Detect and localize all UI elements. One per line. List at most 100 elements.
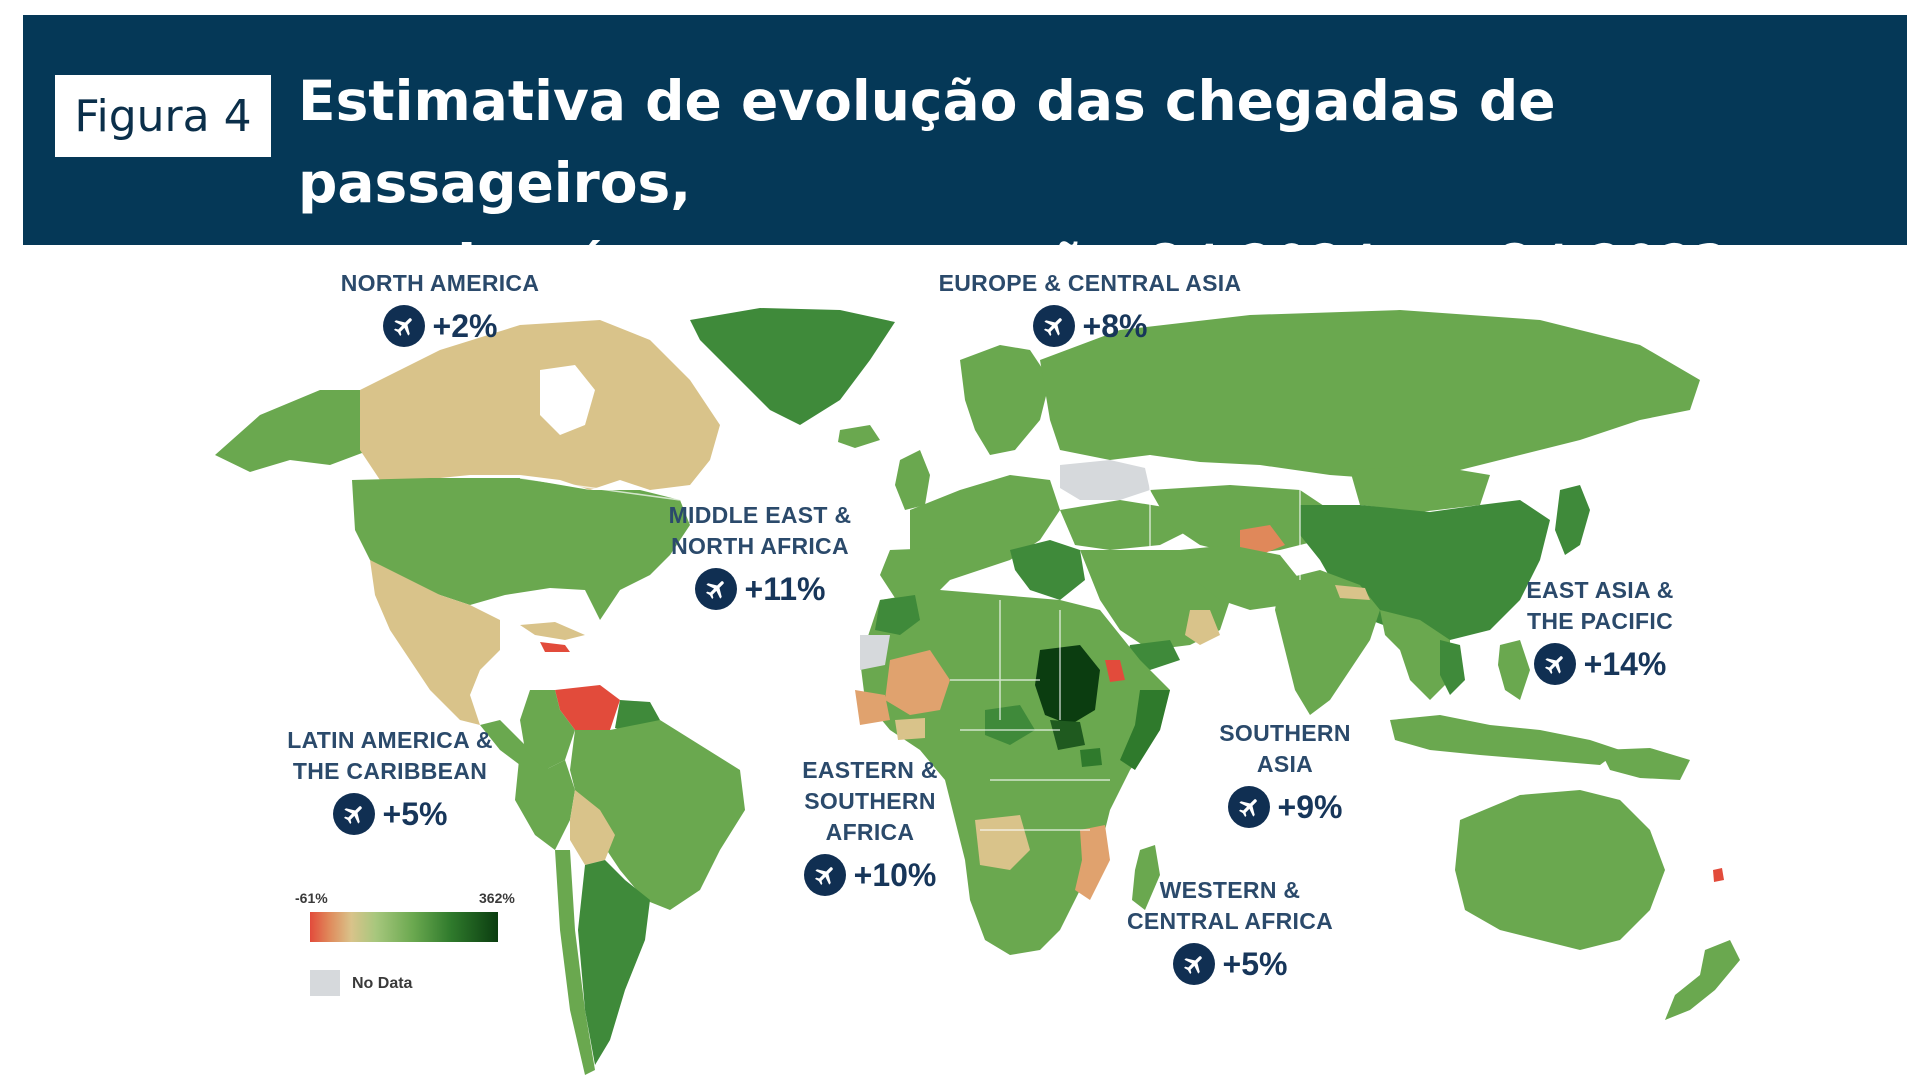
mongolia <box>1350 465 1490 512</box>
world-map: NORTH AMERICA +2% EUROPE & CENTRAL ASIA … <box>0 250 1920 1080</box>
region-value: +2% <box>432 307 498 344</box>
region-eastern-southern-africa: EASTERN & SOUTHERN AFRICA +10% <box>760 755 980 896</box>
scandinavia <box>960 345 1050 455</box>
region-value: +14% <box>1583 645 1667 682</box>
argentina <box>578 860 650 1065</box>
region-europe-central-asia: EUROPE & CENTRAL ASIA +8% <box>920 268 1260 347</box>
bolivia <box>570 790 615 865</box>
figure-header: Figura 4 Estimativa de evolução das cheg… <box>23 15 1907 297</box>
airplane-icon <box>694 568 737 610</box>
central-africa <box>985 705 1035 745</box>
western-sahara <box>860 635 890 670</box>
region-name: SOUTHERN ASIA <box>1219 720 1351 777</box>
greenland <box>690 308 895 425</box>
mali <box>885 650 950 715</box>
title-line-1: Estimativa de evolução das chegadas de p… <box>298 69 1556 215</box>
region-value: +11% <box>744 570 826 607</box>
region-stat: +5% <box>1110 943 1350 985</box>
airplane-icon <box>1172 943 1215 985</box>
vietnam <box>1440 640 1465 695</box>
region-name: MIDDLE EAST & NORTH AFRICA <box>668 502 852 559</box>
color-legend: -61% 362% No Data <box>295 890 535 1020</box>
western-europe <box>910 475 1060 580</box>
central-asia-2 <box>1240 525 1285 555</box>
region-value: +10% <box>853 856 937 893</box>
new-zealand <box>1665 940 1740 1020</box>
papua <box>1600 748 1690 780</box>
india <box>1275 570 1380 715</box>
usa <box>352 478 690 620</box>
airplane-icon <box>382 305 425 347</box>
legend-max-label: 362% <box>479 890 515 906</box>
nepal <box>1335 585 1370 600</box>
region-value: +9% <box>1277 788 1343 825</box>
somalia <box>1120 690 1170 770</box>
mozambique <box>1075 825 1110 900</box>
region-stat: +2% <box>310 305 570 347</box>
iran <box>1180 545 1300 610</box>
angola <box>975 815 1030 870</box>
region-stat: +10% <box>760 854 980 896</box>
region-name: EAST ASIA & THE PACIFIC <box>1526 577 1674 634</box>
world-map-svg <box>215 308 1740 1075</box>
south-sudan <box>1050 720 1085 750</box>
russia <box>1040 310 1700 480</box>
australia <box>1455 790 1665 950</box>
region-stat: +14% <box>1500 643 1700 685</box>
uk <box>895 450 930 510</box>
no-data-swatch <box>310 970 340 996</box>
region-name: LATIN AMERICA & THE CARIBBEAN <box>287 727 493 784</box>
region-name: EUROPE & CENTRAL ASIA <box>938 270 1242 296</box>
title-line-2-light: Q4 2024 vs. Q4 2023 <box>1143 233 1729 297</box>
region-western-central-africa: WESTERN & CENTRAL AFRICA +5% <box>1110 875 1350 985</box>
pacific-island <box>1713 868 1724 882</box>
airplane-icon <box>1032 305 1075 347</box>
legend-min-label: -61% <box>295 890 328 906</box>
hudson-bay <box>540 365 595 435</box>
airplane-icon <box>332 793 375 835</box>
sahel-3 <box>895 718 925 740</box>
morocco <box>875 595 920 635</box>
region-middle-east-north-africa: MIDDLE EAST & NORTH AFRICA +11% <box>640 500 880 610</box>
figure-title: Estimativa de evolução das chegadas de p… <box>298 60 1898 306</box>
balkans <box>1010 540 1085 600</box>
central-asia <box>1150 485 1330 555</box>
region-value: +5% <box>1222 945 1288 982</box>
region-latin-america-caribbean: LATIN AMERICA & THE CARIBBEAN +5% <box>270 725 510 835</box>
japan <box>1555 485 1590 555</box>
oman <box>1185 610 1220 645</box>
indonesia <box>1390 715 1620 765</box>
figure-label: Figura 4 <box>55 75 271 157</box>
region-stat: +9% <box>1185 786 1385 828</box>
eritrea <box>1105 660 1125 682</box>
iberia <box>880 548 950 600</box>
turkey <box>1060 500 1190 550</box>
region-name: WESTERN & CENTRAL AFRICA <box>1126 877 1334 934</box>
title-line-2-bold: por via aérea, comparação <box>298 233 1144 297</box>
mexico <box>370 560 500 725</box>
madagascar <box>1132 845 1160 910</box>
uganda <box>1080 748 1102 767</box>
region-stat: +8% <box>920 305 1260 347</box>
region-value: +8% <box>1082 307 1148 344</box>
region-stat: +5% <box>270 793 510 835</box>
airplane-icon <box>1227 786 1270 828</box>
iceland <box>838 425 880 448</box>
ukraine <box>1060 460 1150 500</box>
chile <box>555 850 595 1075</box>
airplane-icon <box>803 854 846 896</box>
region-value: +5% <box>382 795 448 832</box>
caribbean <box>520 622 585 640</box>
region-east-asia-pacific: EAST ASIA & THE PACIFIC +14% <box>1500 575 1700 685</box>
peru <box>515 750 575 850</box>
legend-gradient-bar <box>310 912 498 942</box>
caribbean-2 <box>540 642 570 652</box>
region-stat: +11% <box>640 568 880 610</box>
airplane-icon <box>1533 643 1576 685</box>
no-data-label: No Data <box>352 975 413 992</box>
sudan <box>1035 645 1100 725</box>
colombia <box>520 690 575 770</box>
philippines <box>1498 640 1530 700</box>
southeast-asia <box>1380 610 1450 700</box>
alaska <box>215 390 390 472</box>
